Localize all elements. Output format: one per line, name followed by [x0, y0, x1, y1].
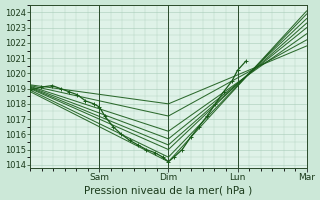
- X-axis label: Pression niveau de la mer( hPa ): Pression niveau de la mer( hPa ): [84, 185, 252, 195]
